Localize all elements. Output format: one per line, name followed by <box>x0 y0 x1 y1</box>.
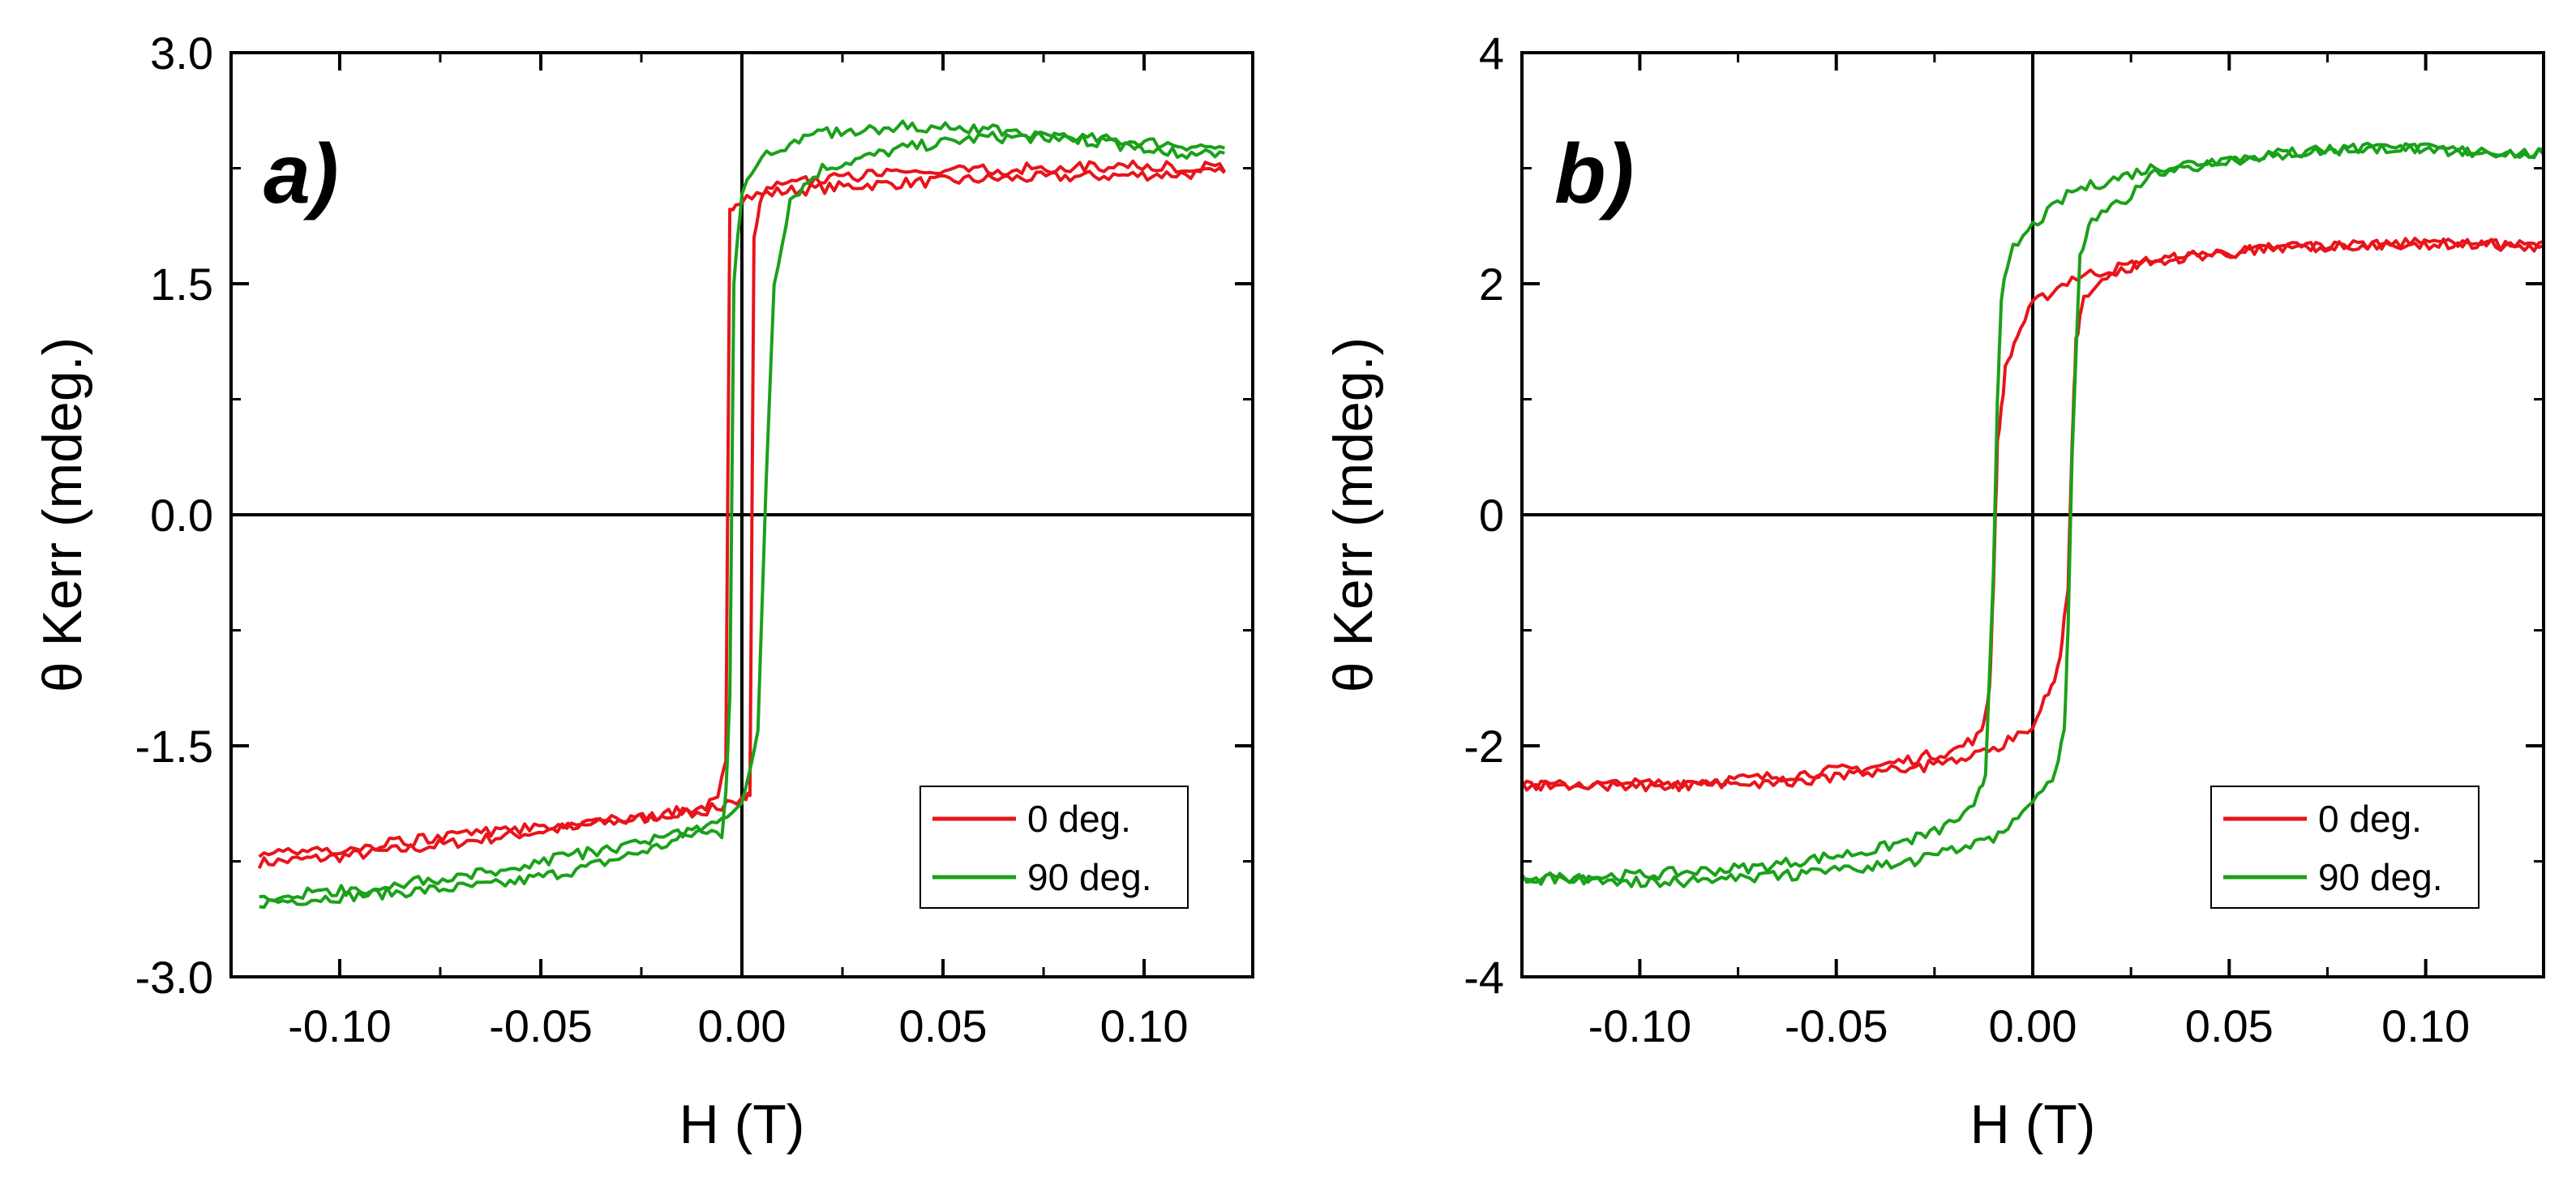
legend-label: 0 deg. <box>2318 798 2422 840</box>
x-tick-label: 0.00 <box>1989 1000 2077 1051</box>
x-tick-label: -0.10 <box>288 1000 392 1051</box>
legend-label: 0 deg. <box>1027 798 1131 840</box>
x-tick-label: 0.00 <box>698 1000 787 1051</box>
legend: 0 deg. 90 deg. <box>919 786 1189 909</box>
chart-panel-b: -0.10 -0.05 0.00 0.05 0.10 -4 -2 0 2 4 H (T) θ Kerr… <box>1322 28 2545 1155</box>
y-tick-label: 0 <box>1479 490 1504 541</box>
series-90deg-branch-up <box>259 130 1225 910</box>
x-axis-title: H (T) <box>1970 1094 2096 1155</box>
legend-box <box>919 786 1189 909</box>
y-tick-label: -3.0 <box>135 952 214 1003</box>
y-tick-label: -2 <box>1464 721 1504 772</box>
series-90deg-branch-up <box>1522 142 2544 885</box>
x-tick-label: 0.05 <box>2185 1000 2274 1051</box>
y-tick-label: 3.0 <box>150 28 213 79</box>
x-tick-label: -0.05 <box>1785 1000 1888 1051</box>
x-axis-title: H (T) <box>679 1094 805 1155</box>
x-tick-label: 0.10 <box>1100 1000 1189 1051</box>
y-tick-label: -1.5 <box>135 721 214 772</box>
panel-label: a) <box>264 127 338 221</box>
data-layer <box>257 119 1227 910</box>
y-axis-title: θ Kerr (mdeg.) <box>1322 337 1384 692</box>
legend-label: 90 deg. <box>2318 856 2442 898</box>
y-axis-title: θ Kerr (mdeg.) <box>32 337 93 692</box>
y-tick-label: 0.0 <box>150 490 213 541</box>
series-0deg-branch-down <box>258 159 1227 858</box>
chart-panel-a: -0.10 -0.05 0.00 0.05 0.10 -3.0 -1.5 0.0 1.5 3.0 H… <box>32 28 1254 1155</box>
legend: 0 deg. 90 deg. <box>2210 786 2480 909</box>
legend-label: 90 deg. <box>1027 856 1151 898</box>
x-tick-label: -0.10 <box>1588 1000 1692 1051</box>
panel-label: b) <box>1554 127 1634 221</box>
series-90deg-branch-down <box>259 119 1225 903</box>
y-tick-label: -4 <box>1464 952 1504 1003</box>
y-tick-label: 2 <box>1479 259 1504 310</box>
data-layer <box>1522 141 2544 888</box>
series-0deg-branch-down <box>1522 237 2544 793</box>
x-tick-label: 0.05 <box>899 1000 988 1051</box>
y-tick-label: 1.5 <box>150 259 213 310</box>
series-90deg-branch-down <box>1522 141 2544 888</box>
x-tick-label: -0.05 <box>489 1000 593 1051</box>
y-tick-label: 4 <box>1479 28 1504 79</box>
x-tick-label: 0.10 <box>2381 1000 2470 1051</box>
series-0deg-branch-up <box>1522 237 2544 792</box>
legend-box <box>2210 786 2480 909</box>
series-0deg-branch-up <box>257 166 1226 870</box>
